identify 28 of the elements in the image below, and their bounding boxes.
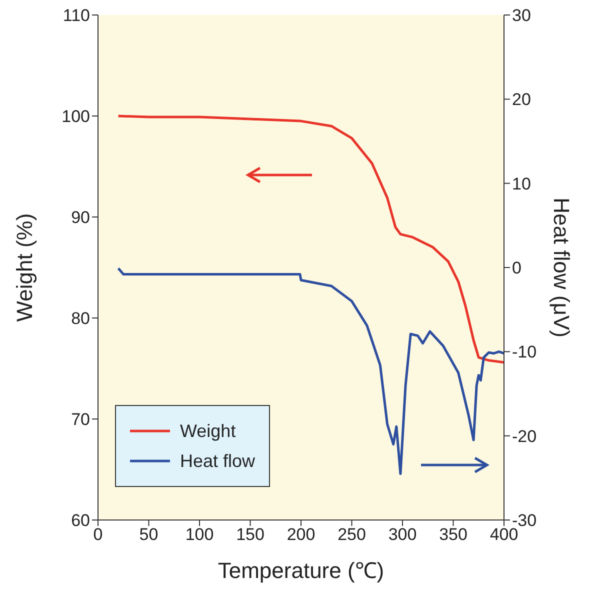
y2-tick-label: 0 [512, 258, 522, 278]
x-tick-label: 350 [439, 525, 468, 544]
x-axis-title: Temperature (℃) [218, 558, 384, 583]
y-tick-label: 90 [71, 208, 90, 228]
x-tick-label: 250 [338, 525, 366, 544]
y2-axis-title: Heat flow (μV) [549, 198, 574, 338]
x-tick-label: 300 [388, 525, 417, 544]
y2-tick-label: -10 [512, 342, 537, 362]
y-axis-title: Weight (%) [12, 213, 37, 322]
x-tick-label: 100 [185, 525, 214, 544]
x-tick-label: 0 [93, 525, 103, 544]
y2-tick-label: 30 [512, 6, 531, 26]
y2-tick-label: 10 [512, 174, 531, 194]
line-series [117, 114, 504, 364]
y2-tick-label: 20 [512, 90, 531, 110]
y-tick-label: 70 [71, 410, 90, 430]
x-tick-label: 400 [490, 525, 518, 544]
line-series [117, 267, 504, 475]
x-tick-label: 50 [139, 525, 158, 544]
x-tick-label: 150 [236, 525, 264, 544]
x-tick-label: 200 [286, 525, 316, 544]
y-tick-label: 60 [71, 511, 90, 530]
legend-label: Weight [180, 420, 236, 442]
y-tick-label: 80 [71, 309, 90, 328]
y2-tick-label: -20 [512, 426, 537, 446]
legend-label: Heat flow [180, 450, 256, 472]
y-tick-label: 100 [62, 107, 90, 126]
y-tick-label: 110 [62, 6, 90, 26]
